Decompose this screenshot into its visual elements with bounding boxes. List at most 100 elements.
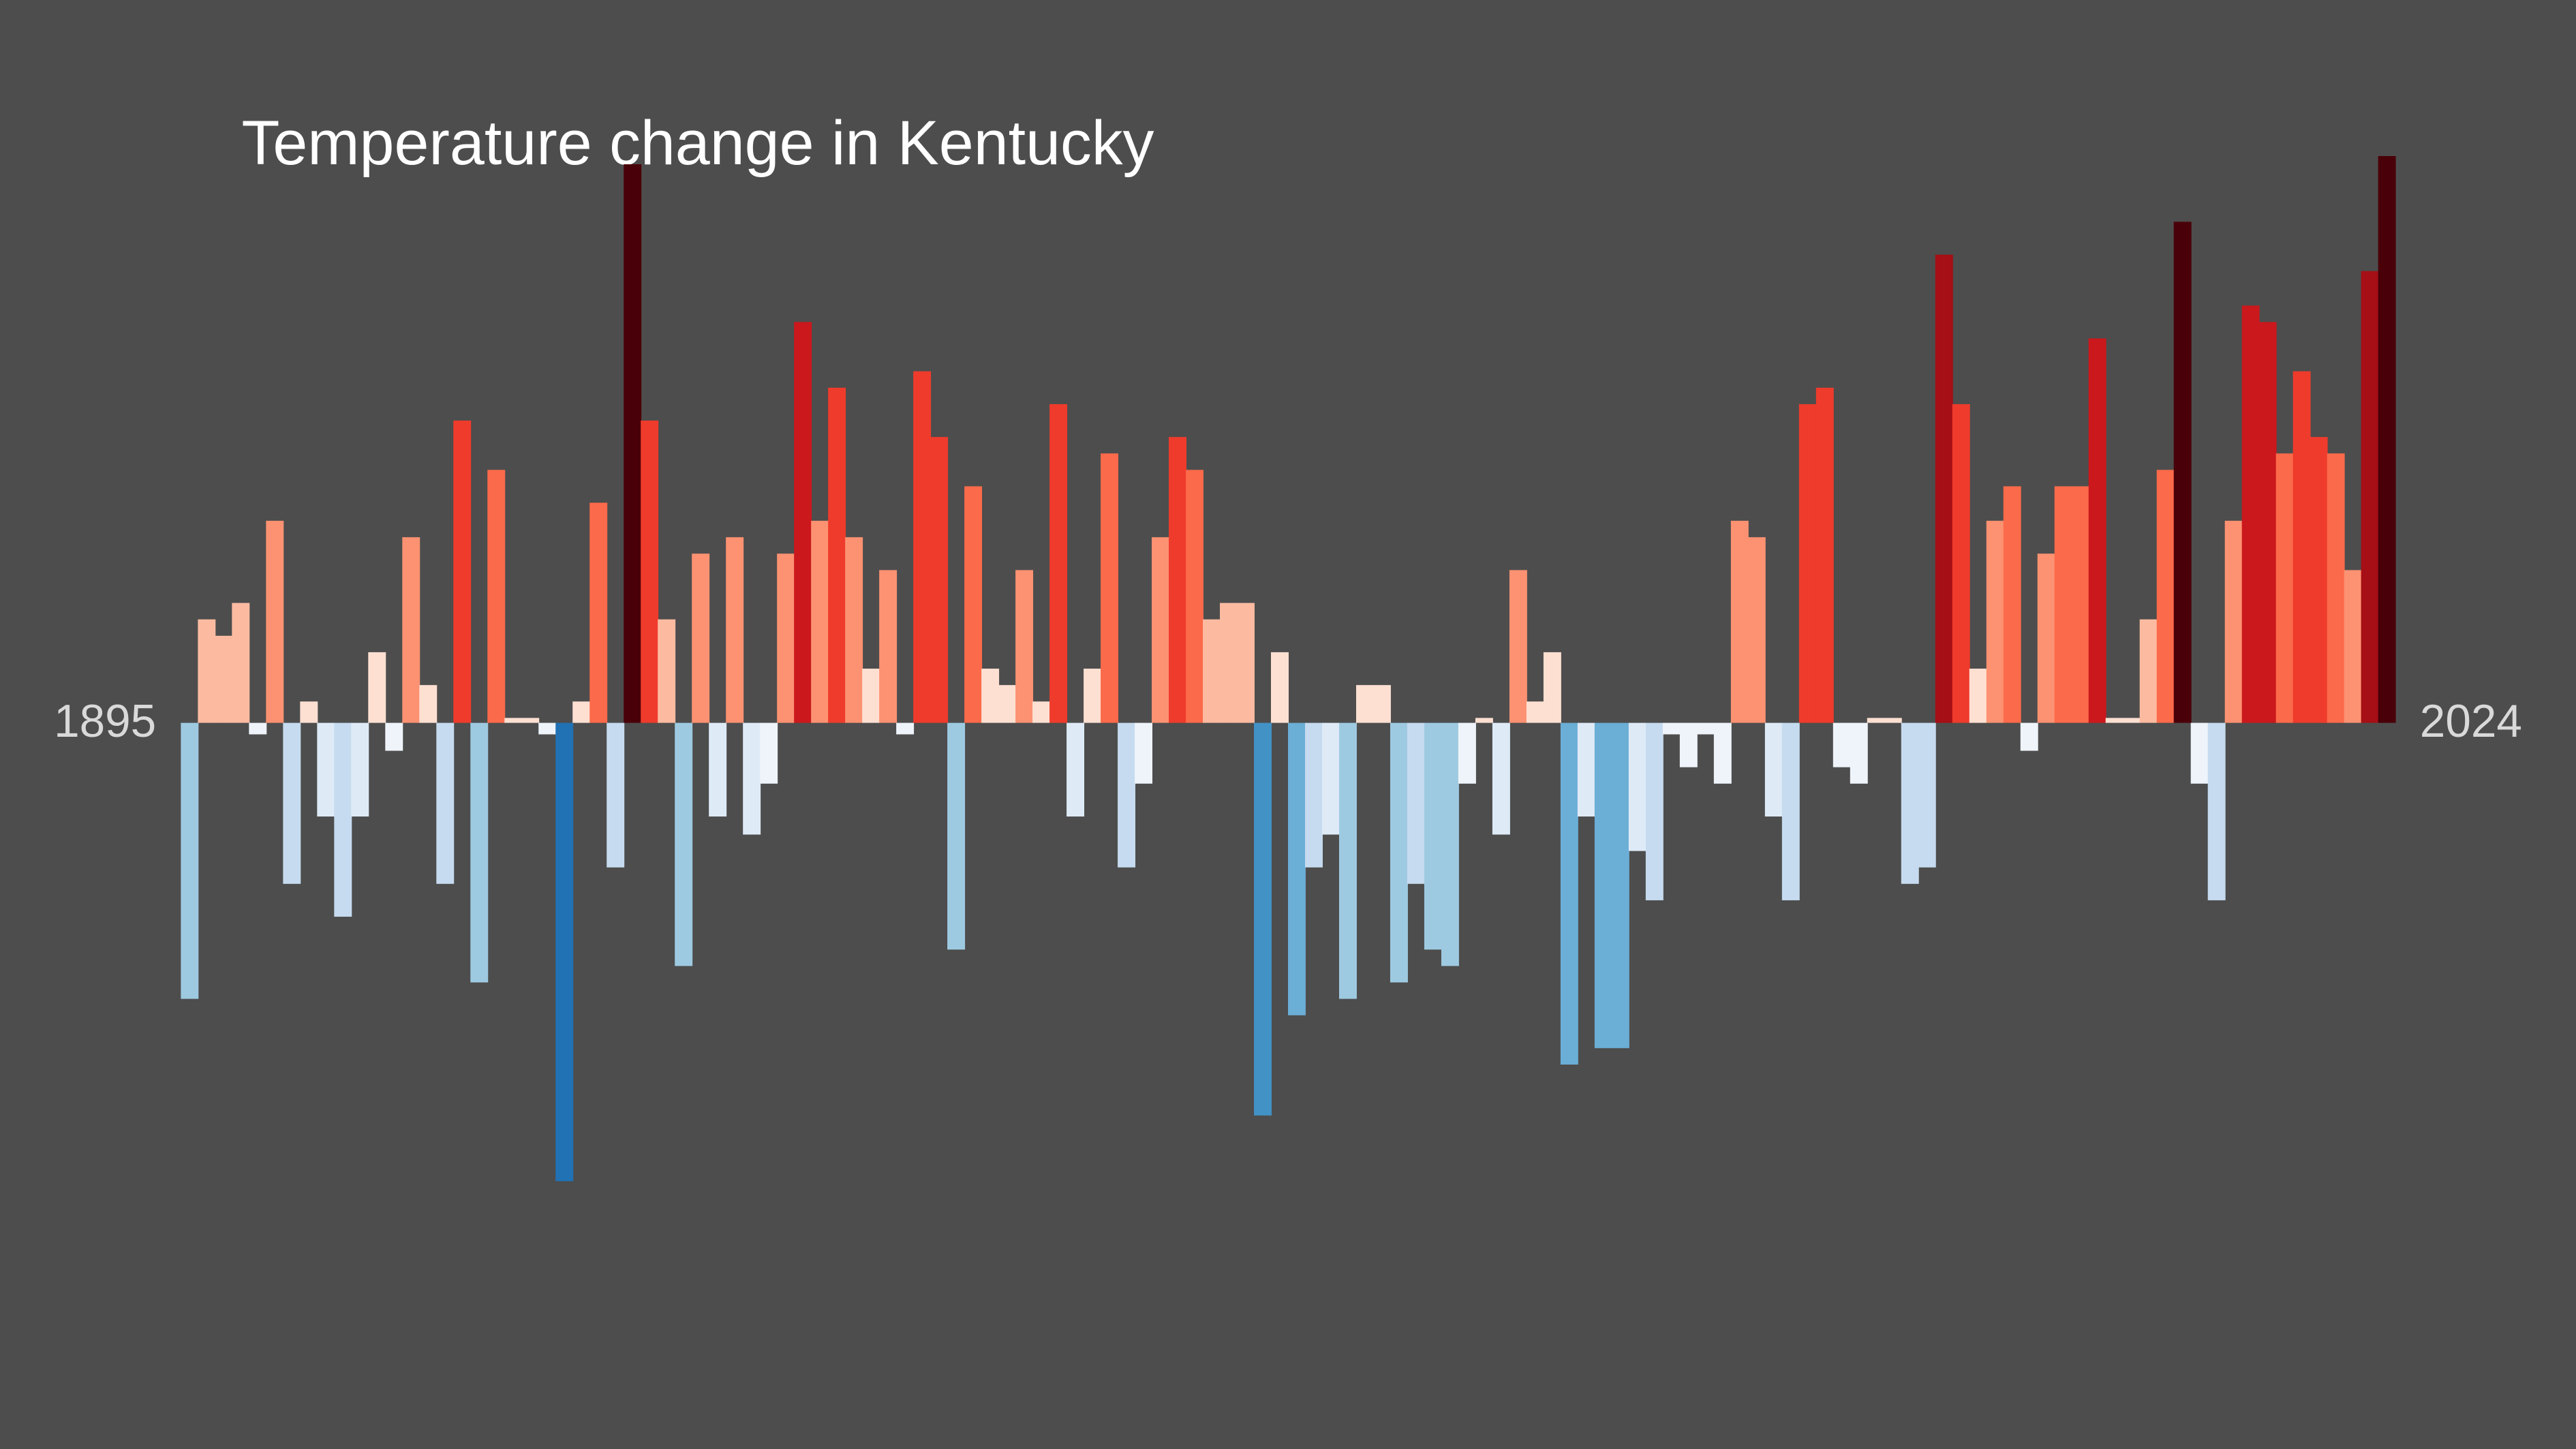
bar — [2207, 722, 2226, 900]
bar — [1492, 722, 1510, 835]
x-tick-label: 2024 — [2420, 696, 2522, 747]
bar — [2071, 486, 2089, 723]
bar — [317, 722, 335, 817]
bar — [2361, 271, 2379, 723]
bar — [2173, 222, 2192, 723]
bar — [1560, 722, 1578, 1065]
bar — [1032, 701, 1051, 723]
bar — [896, 722, 915, 735]
bar — [913, 371, 932, 723]
bar — [1969, 669, 1987, 723]
bar — [1628, 722, 1646, 851]
bar — [1952, 403, 1970, 723]
bar — [1118, 722, 1136, 868]
bar — [181, 722, 199, 999]
bar — [947, 722, 966, 950]
bar — [658, 619, 676, 723]
bar — [2003, 486, 2021, 723]
bar — [1798, 403, 1817, 723]
bar — [879, 570, 898, 723]
bar — [249, 722, 267, 735]
bar — [470, 722, 489, 983]
bar — [368, 652, 386, 723]
bar — [1135, 722, 1153, 784]
bar — [2088, 338, 2106, 723]
bar — [1338, 722, 1357, 999]
bar — [1220, 603, 1238, 723]
bar — [1815, 387, 1834, 723]
bar — [198, 619, 216, 723]
bar — [1237, 603, 1255, 723]
bar — [743, 722, 761, 835]
bar — [930, 437, 949, 723]
bar — [1015, 570, 1034, 723]
bar — [2224, 521, 2243, 723]
bar — [1288, 722, 1306, 1016]
bar — [1526, 701, 1544, 723]
bar — [1271, 652, 1289, 723]
bar — [453, 421, 472, 723]
bar — [1781, 722, 1800, 900]
bar — [607, 722, 625, 868]
bar — [2327, 453, 2345, 723]
bar — [487, 470, 506, 723]
bar — [2275, 453, 2294, 723]
chart-title: Temperature change in Kentucky — [242, 108, 1154, 178]
bar — [572, 701, 591, 723]
bar — [334, 722, 352, 917]
bar — [1203, 619, 1221, 723]
bar — [1901, 722, 1919, 884]
bar — [811, 521, 829, 723]
bar — [2105, 718, 2123, 723]
bar — [981, 669, 1000, 723]
bar — [1935, 254, 1953, 723]
bar — [589, 502, 608, 723]
bar — [1696, 722, 1715, 735]
bar — [1833, 722, 1851, 767]
bar — [709, 722, 727, 817]
bar — [436, 722, 455, 884]
bar — [1373, 685, 1391, 723]
bar — [726, 537, 744, 723]
bar — [2037, 553, 2055, 723]
bar — [1850, 722, 1868, 784]
bar — [504, 718, 523, 723]
bar — [828, 387, 846, 723]
bar — [300, 701, 318, 723]
bar — [675, 722, 693, 966]
bar — [1304, 722, 1323, 868]
bar — [1424, 722, 1442, 950]
bar — [1186, 470, 1203, 723]
bar — [1152, 537, 1170, 723]
bar — [1747, 537, 1766, 723]
bar — [1407, 722, 1425, 884]
bar — [624, 164, 642, 723]
bar — [2258, 322, 2277, 723]
bar — [1458, 722, 1476, 784]
bar — [998, 685, 1017, 723]
bar — [2156, 470, 2175, 723]
bar — [760, 722, 778, 784]
bar — [1679, 722, 1698, 767]
bar — [1730, 521, 1749, 723]
bar — [1475, 718, 1493, 723]
bar — [1441, 722, 1459, 966]
bar — [2020, 722, 2038, 751]
bar — [1321, 722, 1340, 835]
bar — [1645, 722, 1663, 900]
bar — [1067, 722, 1085, 817]
bar — [283, 722, 301, 884]
bar — [1764, 722, 1783, 817]
bar — [2241, 305, 2260, 723]
bar — [2122, 718, 2141, 723]
bar — [555, 722, 574, 1182]
bar — [351, 722, 369, 817]
bar — [215, 635, 233, 723]
bar — [1543, 652, 1561, 723]
bar — [1049, 403, 1068, 723]
bar — [777, 553, 795, 723]
bar — [862, 669, 880, 723]
bar — [845, 537, 863, 723]
